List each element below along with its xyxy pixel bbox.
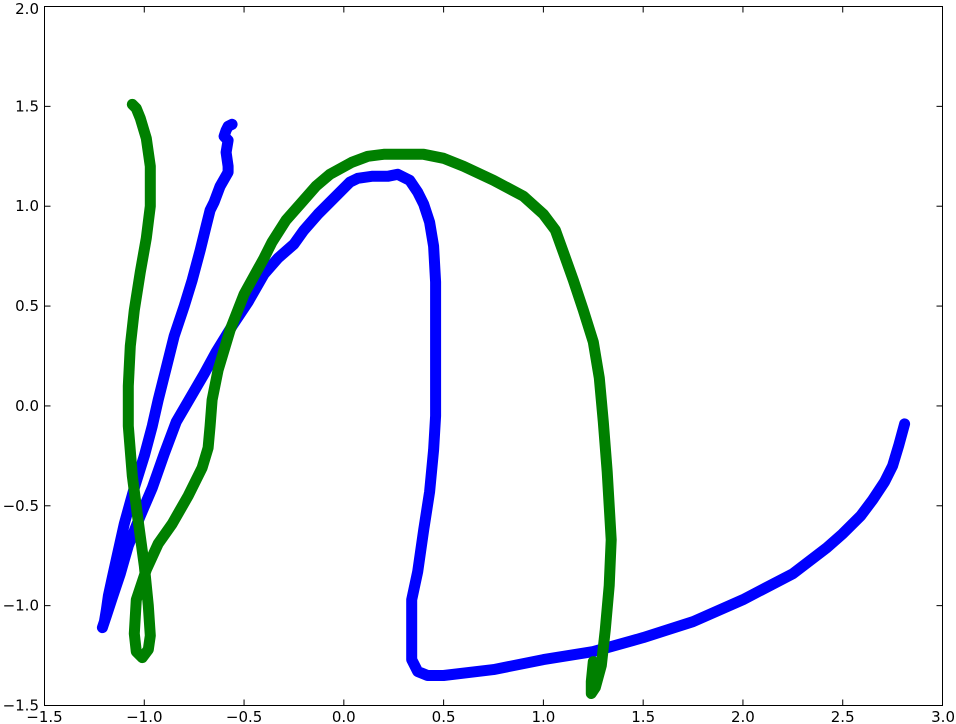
y-tick-label: 1.0 [15,197,39,215]
x-tick-label: 0.0 [332,708,356,724]
y-tick-label: 0.5 [15,297,39,315]
x-tick-labels: −1.5 −1.0 −0.5 0.0 0.5 1.0 1.5 2.0 2.5 3.0 [26,708,955,724]
y-tick-label: 1.5 [15,97,39,115]
y-tick-label: 2.0 [15,0,39,18]
y-tick-label: 0.0 [15,397,39,415]
y-tick-label: −1.0 [3,597,39,615]
x-tick-label: 0.5 [432,708,456,724]
x-tick-label: −1.5 [26,708,62,724]
x-tick-label: 3.0 [931,708,955,724]
plot-area [44,6,943,706]
x-tick-label: 2.5 [831,708,855,724]
x-tick-label: −1.0 [126,708,162,724]
x-tick-label: 1.0 [531,708,555,724]
x-tick-label: −0.5 [226,708,262,724]
y-tick-label: −1.5 [3,697,39,715]
x-tick-label: 2.0 [731,708,755,724]
series-line-1 [96,118,911,681]
y-tick-labels: −1.5 −1.0 −0.5 0.0 0.5 1.0 1.5 2.0 [3,0,39,715]
x-tick-label: 1.5 [631,708,655,724]
ticks-layer [44,6,943,706]
series-line-2 [122,98,617,699]
y-tick-label: −0.5 [3,497,39,515]
series-layer [96,98,911,699]
